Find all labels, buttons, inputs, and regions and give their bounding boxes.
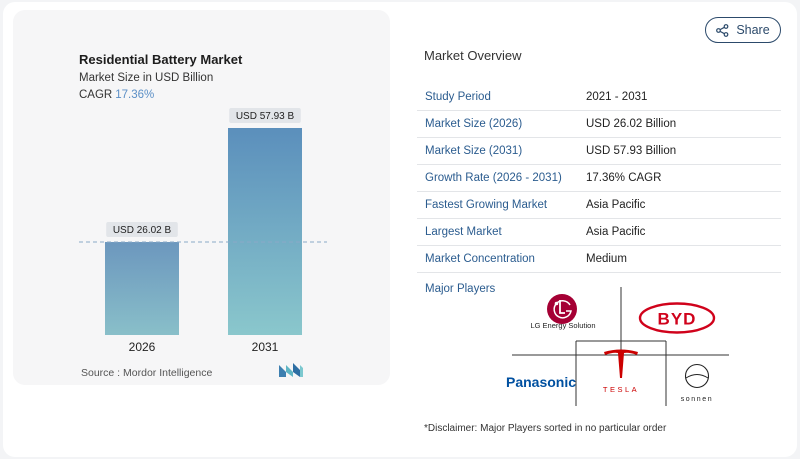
row-value: 2021 - 2031 — [586, 91, 648, 103]
row-value: USD 26.02 Billion — [586, 118, 677, 130]
row-value: Asia Pacific — [586, 226, 646, 238]
overview-row-fastest-growing: Fastest Growing Market Asia Pacific — [417, 192, 781, 219]
share-icon — [716, 23, 729, 37]
row-label: Market Concentration — [425, 253, 535, 265]
row-label: Largest Market — [425, 226, 502, 238]
row-label: Market Size (2026) — [425, 118, 523, 130]
row-label: Market Size (2031) — [425, 145, 523, 157]
row-label: Growth Rate (2026 - 2031) — [425, 172, 562, 184]
share-button[interactable]: Share — [705, 17, 781, 43]
overview-row-market-size-2026: Market Size (2026) USD 26.02 Billion — [417, 111, 781, 138]
cagr-value: 17.36% — [115, 89, 155, 101]
data-label-2026: USD 26.02 B — [113, 225, 172, 236]
data-label-bg — [106, 222, 178, 238]
disclaimer: *Disclaimer: Major Players sorted in no … — [424, 423, 667, 434]
cagr-label: CAGR — [79, 89, 113, 101]
data-label-bg — [229, 108, 301, 123]
row-value: USD 57.93 Billion — [586, 145, 677, 157]
overview-row-growth-rate: Growth Rate (2026 - 2031) 17.36% CAGR — [417, 165, 781, 192]
chart-card: USD 26.02 B 2026 USD 57.93 B 2031 Residenti… — [13, 10, 390, 385]
major-players-label: Major Players — [425, 283, 496, 295]
bar-chart: USD 26.02 B 2026 USD 57.93 B 2031 — [79, 108, 327, 354]
overview-table: Study Period 2021 - 2031 Market Size (202… — [417, 84, 781, 273]
row-value: Asia Pacific — [586, 199, 646, 211]
overview-row-concentration: Market Concentration Medium — [417, 246, 781, 273]
row-label: Fastest Growing Market — [425, 199, 548, 211]
bar-2026 — [105, 242, 179, 335]
overview-row-market-size-2031: Market Size (2031) USD 57.93 Billion — [417, 138, 781, 165]
chart-title: Residential Battery Market — [79, 52, 243, 67]
chart-subtitle: Market Size in USD Billion — [79, 72, 214, 84]
mordor-intelligence-logo-icon — [279, 363, 303, 377]
row-label: Study Period — [425, 91, 491, 103]
x-tick-2031: 2031 — [252, 340, 279, 354]
chart-cagr: CAGR 17.36% — [79, 89, 154, 101]
overview-title: Market Overview — [424, 48, 522, 63]
overview-row-largest-market: Largest Market Asia Pacific — [417, 219, 781, 246]
overview-row-study-period: Study Period 2021 - 2031 — [417, 84, 781, 111]
source-text: Source : Mordor Intelligence — [81, 367, 213, 379]
bar-2031 — [228, 128, 302, 335]
x-tick-2026: 2026 — [129, 340, 156, 354]
share-label: Share — [736, 23, 770, 37]
data-label-2031: USD 57.93 B — [236, 111, 295, 122]
row-value: Medium — [586, 253, 627, 265]
row-value: 17.36% CAGR — [586, 172, 662, 184]
